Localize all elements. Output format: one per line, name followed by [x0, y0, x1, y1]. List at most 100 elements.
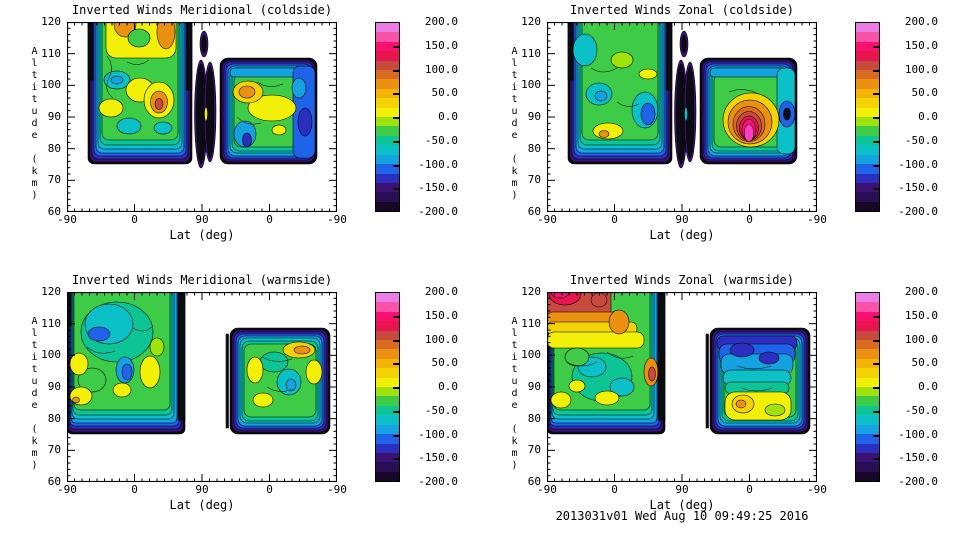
x-tick-label: 0 — [746, 213, 753, 226]
y-tick-label: 60 — [47, 475, 61, 488]
x-axis-label: Lat (deg) — [169, 498, 235, 512]
colorbar-tick-label: 200.0 — [904, 15, 938, 28]
colorbar-tick — [873, 387, 879, 389]
colorbar-band — [856, 107, 879, 118]
colorbar-band — [376, 293, 399, 303]
y-tick-label: 100 — [41, 348, 61, 362]
x-tick-label: 0 — [131, 483, 138, 496]
colorbar-band — [856, 32, 879, 42]
colorbar-band — [856, 349, 879, 359]
colorbar-band — [856, 443, 879, 453]
colorbar — [375, 22, 400, 212]
colorbar-band — [376, 349, 399, 359]
y-tick-label: 90 — [47, 380, 61, 393]
colorbar-tick-label: -150.0 — [418, 451, 458, 465]
colorbar-band — [856, 23, 879, 33]
colorbar-band — [856, 396, 879, 406]
colorbar — [855, 22, 880, 212]
colorbar-tick-label: 100.0 — [424, 62, 458, 76]
y-tick-label: 80 — [527, 411, 541, 425]
colorbar-band — [376, 302, 399, 312]
colorbar-band — [856, 60, 879, 71]
colorbar-band — [856, 311, 879, 322]
colorbar-band — [856, 135, 879, 146]
colorbar-band — [376, 98, 399, 108]
colorbar-band — [856, 70, 879, 80]
x-tick-label: 90 — [195, 483, 209, 496]
colorbar-tick-label: 150.0 — [424, 308, 458, 322]
colorbar-band — [376, 88, 399, 99]
colorbar-band — [856, 415, 879, 425]
colorbar-band — [856, 462, 879, 472]
colorbar-tick — [393, 434, 399, 437]
y-tick-label: 120 — [41, 285, 61, 298]
colorbar-tick — [873, 458, 879, 461]
colorbar-tick-label: 200.0 — [904, 285, 938, 298]
colorbar-tick — [393, 69, 399, 72]
colorbar-tick-label: 0.0 — [918, 380, 938, 393]
x-tick-label: -90 — [537, 213, 557, 226]
colorbar-band — [376, 471, 399, 482]
data-block-descending — [699, 57, 798, 165]
colorbar-tick — [393, 93, 399, 96]
x-tick-label: -90 — [327, 213, 347, 226]
colorbar-tick-label: 200.0 — [424, 15, 458, 28]
x-tick-label: 0 — [131, 213, 138, 226]
plot-frame — [67, 22, 337, 212]
colorbar-tick — [873, 69, 879, 72]
colorbar-band — [856, 41, 879, 52]
x-tick-label: 0 — [266, 483, 273, 496]
colorbar-tick — [873, 164, 879, 167]
y-axis-label: Altitude (km) — [509, 316, 520, 472]
colorbar-band — [856, 330, 879, 341]
colorbar-band — [376, 462, 399, 472]
data-block-ascending — [67, 292, 186, 435]
colorbar-tick-label: 0.0 — [918, 110, 938, 123]
plot-frame — [547, 292, 817, 482]
colorbar-band — [856, 377, 879, 388]
colorbar-band — [376, 145, 399, 155]
colorbar-tick-label: 50.0 — [431, 356, 459, 370]
colorbar-tick-label: 150.0 — [904, 38, 938, 52]
colorbar-band — [856, 79, 879, 89]
contour-plot — [67, 22, 337, 212]
colorbar-band — [376, 387, 399, 397]
x-tick-label: -90 — [807, 483, 827, 496]
x-tick-label: 0 — [611, 483, 618, 496]
colorbar-band — [856, 387, 879, 397]
colorbar-tick-label: -100.0 — [418, 427, 458, 441]
colorbar-tick-label: 150.0 — [424, 38, 458, 52]
colorbar-band — [376, 330, 399, 341]
y-tick-label: 120 — [521, 15, 541, 28]
colorbar-tick-label: -200.0 — [898, 205, 938, 218]
colorbar-band — [376, 154, 399, 165]
colorbar-tick — [873, 339, 879, 342]
colorbar-tick-label: -100.0 — [898, 157, 938, 171]
colorbar-band — [376, 164, 399, 174]
colorbar-tick — [393, 315, 399, 318]
colorbar-tick — [873, 363, 879, 366]
colorbar-tick-label: 150.0 — [904, 308, 938, 322]
colorbar-band — [856, 154, 879, 165]
plot-title: Inverted Winds Meridional (coldside) — [71, 3, 333, 17]
y-tick-label: 100 — [521, 348, 541, 362]
colorbar-tick-label: -100.0 — [898, 427, 938, 441]
plot-title: Inverted Winds Zonal (coldside) — [570, 3, 794, 17]
colorbar-band — [856, 293, 879, 303]
colorbar-band — [856, 98, 879, 108]
colorbar-tick-label: -50.0 — [424, 403, 458, 417]
colorbar-band — [376, 135, 399, 146]
plot-frame — [67, 292, 337, 482]
contour-plot — [67, 292, 337, 482]
data-block-ascending — [87, 22, 193, 165]
colorbar-tick-label: 0.0 — [438, 110, 458, 123]
colorbar-tick-label: 200.0 — [424, 285, 458, 298]
y-tick-label: 110 — [41, 46, 61, 60]
y-tick-label: 90 — [527, 110, 541, 123]
colorbar-band — [376, 377, 399, 388]
panel-zonal-warmside: Inverted Winds Zonal (warmside) Altitude… — [480, 270, 960, 540]
y-tick-label: 70 — [527, 443, 541, 457]
colorbar-tick-label: -200.0 — [418, 475, 458, 488]
colorbar-tick — [873, 315, 879, 318]
y-tick-label: 60 — [527, 205, 541, 218]
